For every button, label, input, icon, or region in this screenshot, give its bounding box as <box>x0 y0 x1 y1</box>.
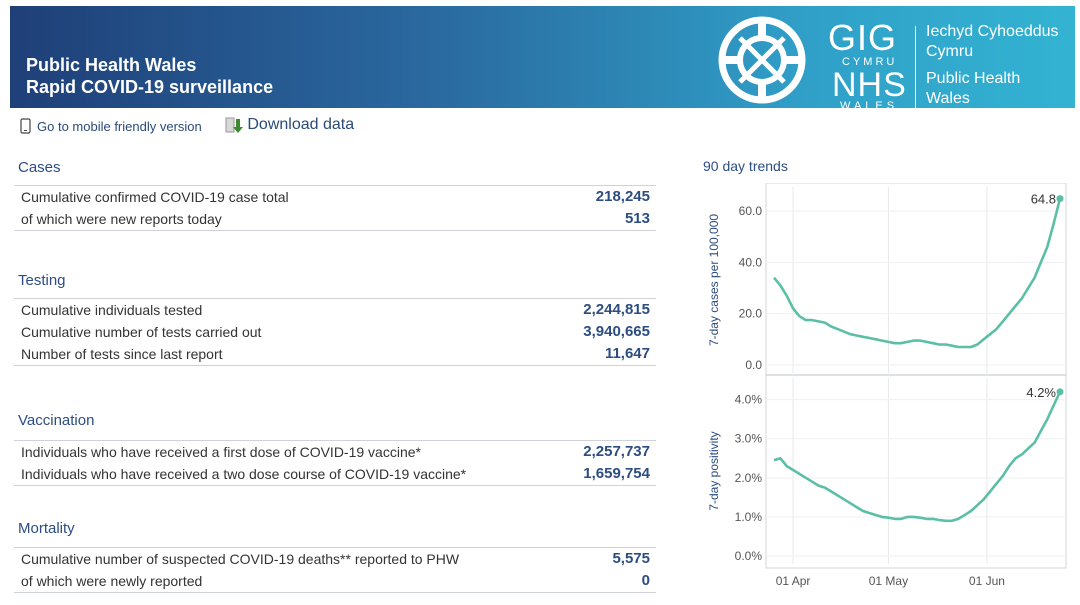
end-point <box>1056 388 1064 396</box>
row-value: 0 <box>641 572 650 589</box>
cases-title: Cases <box>18 159 61 176</box>
page-title: Public Health Wales Rapid COVID-19 surve… <box>26 54 273 98</box>
mortality-title: Mortality <box>18 520 75 537</box>
row-value: 2,257,737 <box>583 443 650 460</box>
title-line-1: Public Health Wales <box>26 55 197 75</box>
mobile-version-label: Go to mobile friendly version <box>37 118 202 134</box>
row-value: 218,245 <box>595 188 650 205</box>
y-axis-label: 7-day positivity <box>707 431 721 510</box>
row-value: 2,244,815 <box>583 301 650 318</box>
table-row: of which were newly reported 0 <box>14 570 656 592</box>
logo-cymru: CYMRU <box>842 56 898 68</box>
top-links: Go to mobile friendly version Download d… <box>20 116 354 137</box>
y-tick-label: 3.0% <box>735 432 763 446</box>
y-tick-label: 1.0% <box>735 510 763 524</box>
x-tick-label: 01 May <box>869 574 908 588</box>
trends-title: 90 day trends <box>703 158 788 174</box>
mobile-version-link[interactable]: Go to mobile friendly version <box>20 118 202 134</box>
row-value: 513 <box>624 210 650 227</box>
row-label: Cumulative individuals tested <box>21 302 203 318</box>
table-row: Cumulative number of suspected COVID-19 … <box>14 548 656 570</box>
row-value: 5,575 <box>612 550 650 567</box>
download-data-link[interactable]: Download data <box>225 116 354 134</box>
table-row: Cumulative number of tests carried out 3… <box>14 321 656 343</box>
testing-title: Testing <box>18 272 66 289</box>
table-row: Individuals who have received a first do… <box>14 441 656 463</box>
table-row: Individuals who have received a two dose… <box>14 463 656 485</box>
x-tick-label: 01 Apr <box>776 574 811 588</box>
row-label: Cumulative number of tests carried out <box>21 324 262 340</box>
y-axis-label: 7-day cases per 100,000 <box>707 214 721 346</box>
logo-english-line-1: Public Health <box>926 70 1021 87</box>
row-label: Cumulative number of suspected COVID-19 … <box>21 551 460 567</box>
logo-english-line-2: Wales <box>926 90 970 107</box>
logo-gig: GIG <box>828 17 898 58</box>
y-tick-label: 0.0% <box>735 549 763 563</box>
header-banner: Public Health Wales Rapid COVID-19 surve… <box>10 6 1075 112</box>
logo-welsh-line-1: Iechyd Cyhoeddus <box>926 23 1059 40</box>
table-row: of which were new reports today 513 <box>14 208 656 230</box>
x-tick-label: 01 Jun <box>969 574 1005 588</box>
row-label: Cumulative confirmed COVID-19 case total <box>21 189 289 205</box>
testing-table: Cumulative individuals tested 2,244,815 … <box>14 298 656 366</box>
vaccination-title: Vaccination <box>18 412 95 429</box>
end-value-label: 64.8 <box>1031 192 1056 207</box>
title-line-2: Rapid COVID-19 surveillance <box>26 77 274 97</box>
y-tick-label: 0.0 <box>745 358 762 372</box>
logo-wales: WALES <box>840 100 899 112</box>
row-value: 1,659,754 <box>583 465 650 482</box>
logo-divider <box>915 26 916 108</box>
table-row: Cumulative confirmed COVID-19 case total… <box>14 186 656 208</box>
trends-chart-container: 0.0 20.0 40.0 60.0 7-day cases per 100,000 64… <box>700 182 1076 600</box>
row-label: of which were newly reported <box>21 573 203 589</box>
table-row: Cumulative individuals tested 2,244,815 <box>14 299 656 321</box>
row-label: Individuals who have received a two dose… <box>21 466 467 482</box>
download-icon <box>225 117 244 133</box>
cases-table: Cumulative confirmed COVID-19 case total… <box>14 185 656 231</box>
y-tick-label: 20.0 <box>739 307 763 321</box>
nhs-wales-emblem-icon <box>718 16 806 104</box>
y-tick-label: 4.0% <box>735 393 763 407</box>
logo-welsh-line-2: Cymru <box>926 43 974 60</box>
trends-chart: 0.0 20.0 40.0 60.0 7-day cases per 100,000 64… <box>707 182 1067 588</box>
download-data-label: Download data <box>247 116 355 133</box>
table-row: Number of tests since last report 11,647 <box>14 343 656 365</box>
end-value-label: 4.2% <box>1026 385 1056 400</box>
vaccination-table: Individuals who have received a first do… <box>14 440 656 486</box>
y-tick-label: 2.0% <box>735 471 763 485</box>
series-line <box>773 391 1062 523</box>
row-value: 11,647 <box>604 345 650 362</box>
series-line <box>773 198 1062 349</box>
y-tick-label: 60.0 <box>739 204 763 218</box>
row-label: Number of tests since last report <box>21 346 223 362</box>
y-tick-label: 40.0 <box>739 255 763 269</box>
logo-nhs: NHS <box>832 66 907 104</box>
mortality-table: Cumulative number of suspected COVID-19 … <box>14 547 656 593</box>
row-value: 3,940,665 <box>583 323 650 340</box>
row-label: Individuals who have received a first do… <box>21 444 421 460</box>
end-point <box>1056 195 1064 203</box>
row-label: of which were new reports today <box>21 211 222 227</box>
phone-icon <box>20 118 31 134</box>
